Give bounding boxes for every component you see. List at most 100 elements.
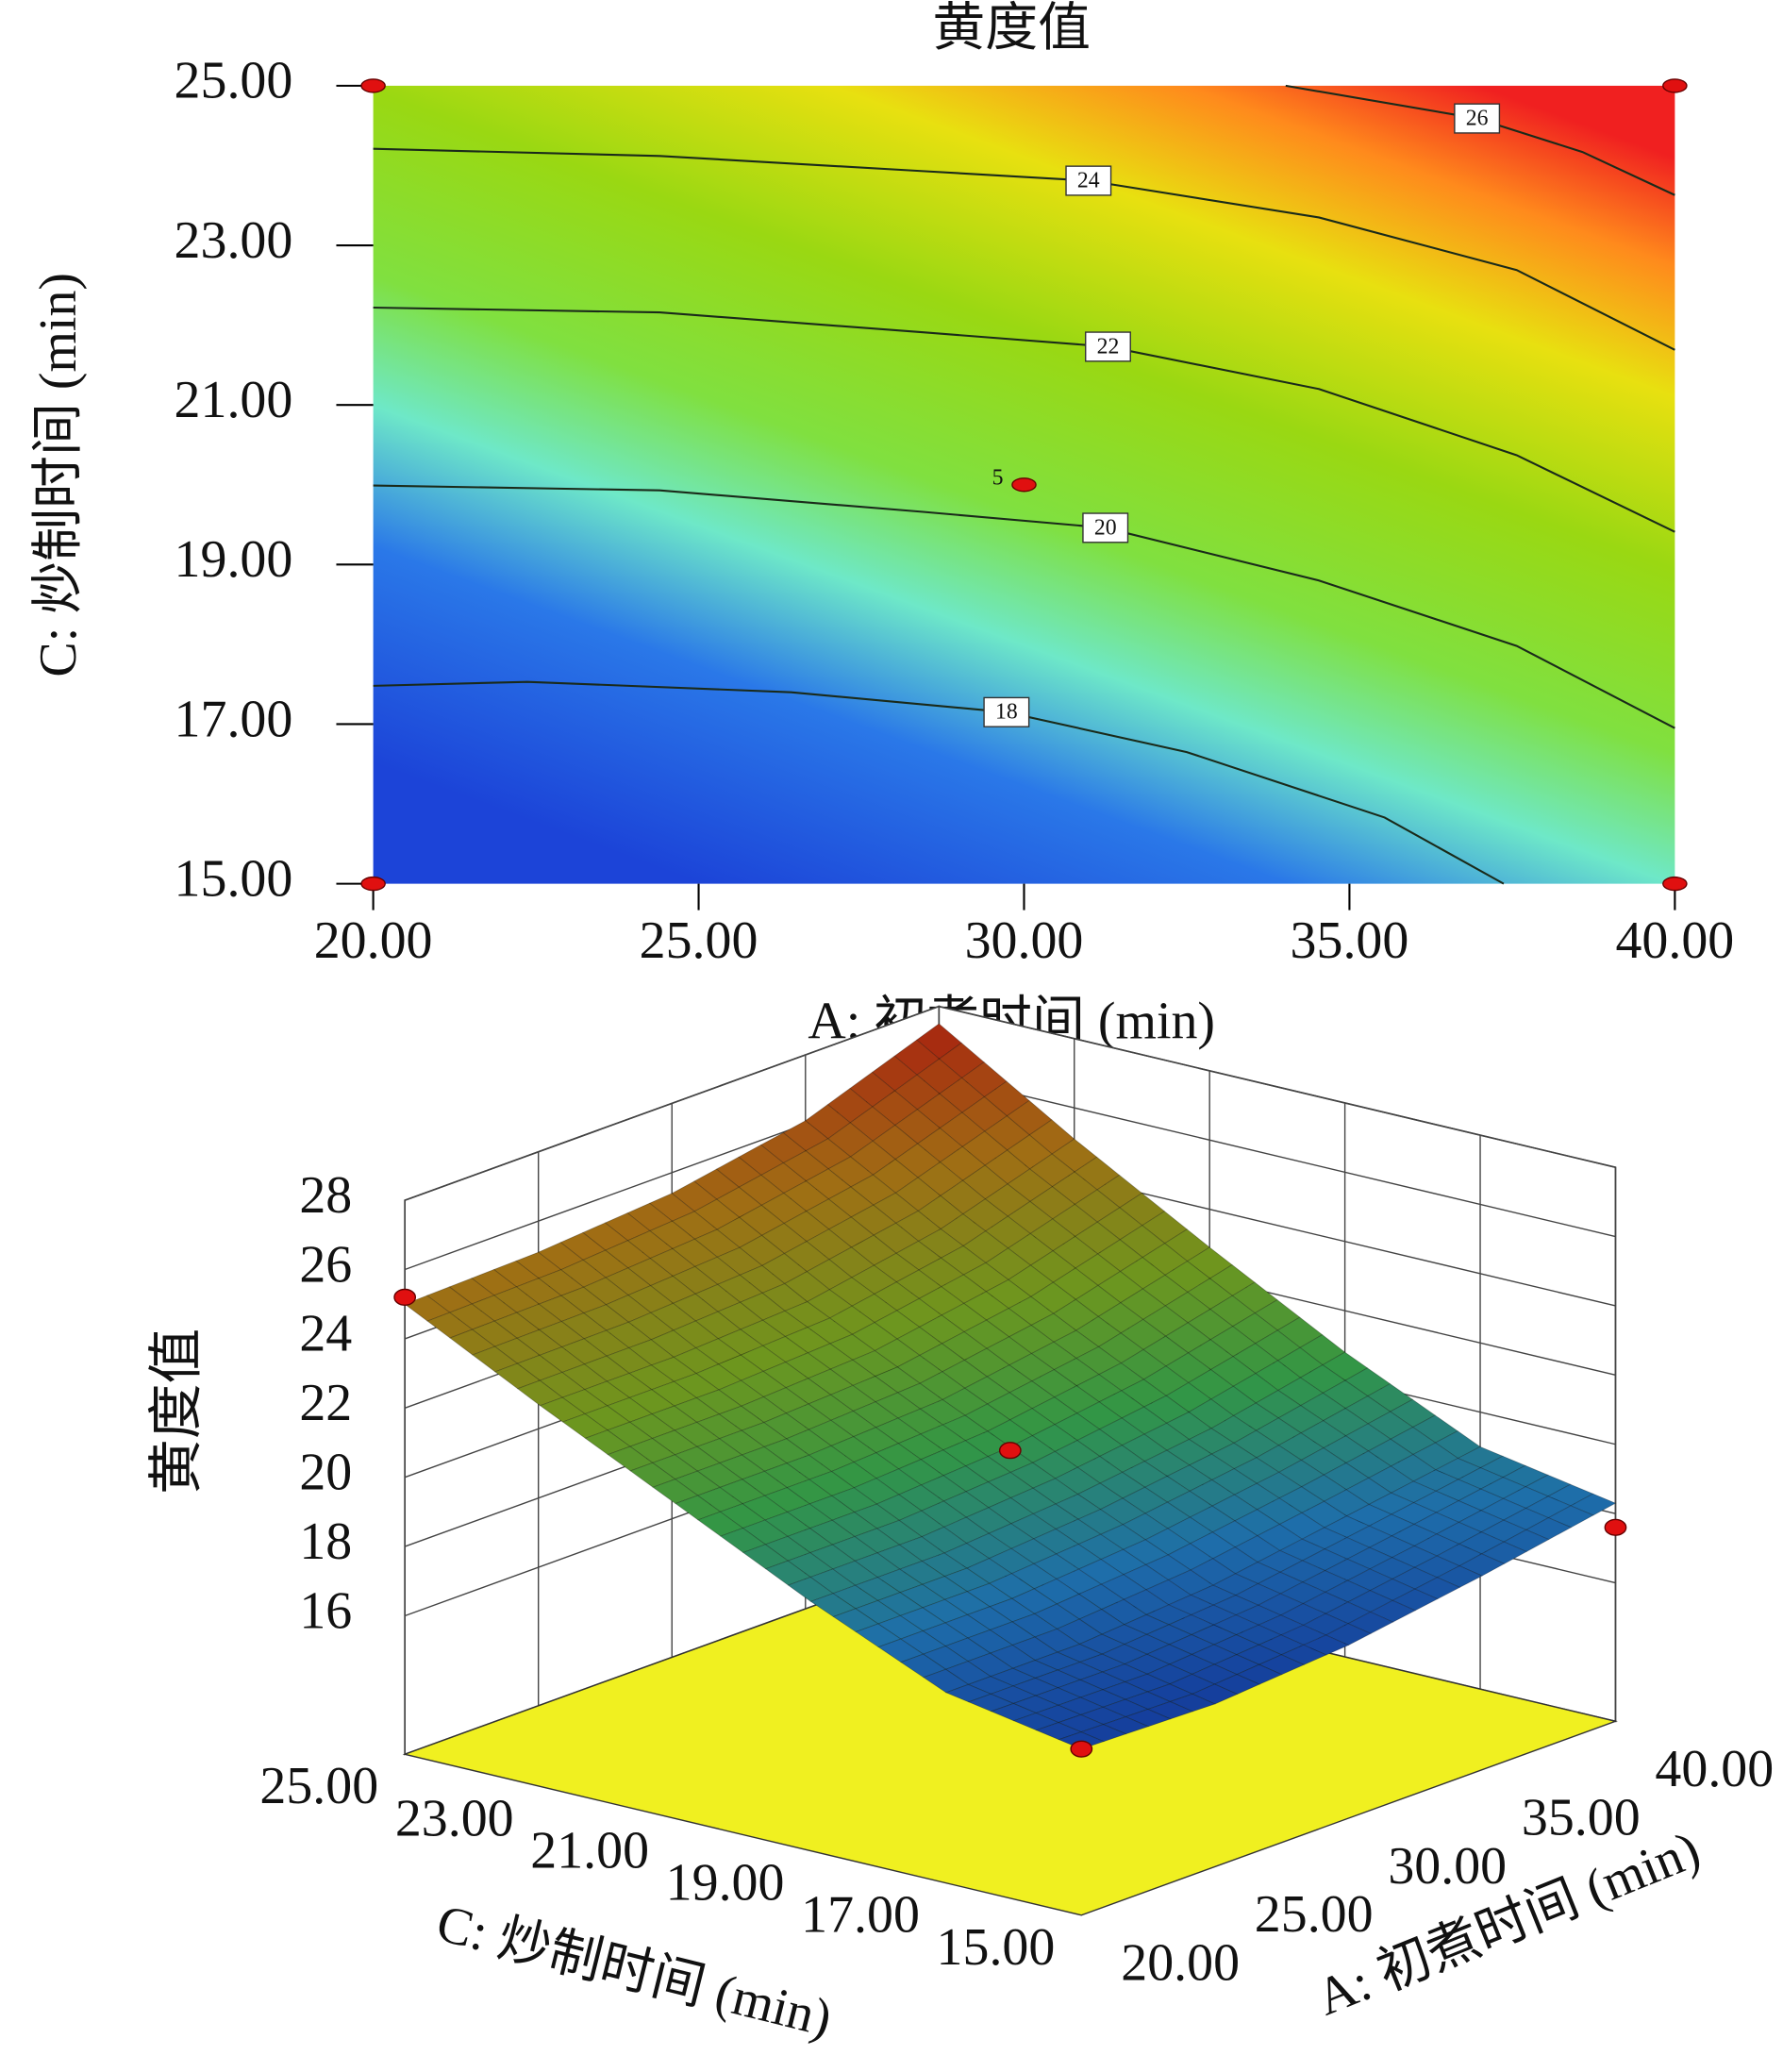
surface-patch	[1030, 1281, 1077, 1314]
surface-patch	[1034, 1651, 1081, 1671]
surface-patch	[697, 1511, 744, 1537]
surface-patch	[1077, 1583, 1125, 1611]
z-tick-label: 18	[299, 1512, 352, 1571]
y-tick-label: 21.00	[530, 1821, 649, 1880]
design-point	[1070, 1740, 1093, 1758]
surface-patch	[471, 1295, 518, 1322]
surface-patch	[854, 1552, 901, 1579]
surface-patch	[923, 1668, 970, 1694]
surface-patch	[1141, 1211, 1188, 1245]
surface-patch	[1032, 1529, 1080, 1555]
contour-label: 24	[1077, 168, 1100, 192]
surface-patch	[1234, 1562, 1282, 1584]
surface-patch	[1124, 1653, 1171, 1675]
surface-patch	[922, 1646, 970, 1670]
surface-patch	[875, 1519, 923, 1546]
surface-patch	[854, 1528, 901, 1554]
surface-patch	[786, 1479, 833, 1505]
design-point	[360, 78, 386, 93]
surface-patch	[561, 1412, 608, 1439]
surface-patch	[1144, 1554, 1191, 1580]
surface-patch	[1257, 1593, 1305, 1616]
surface-patch	[1100, 1574, 1147, 1600]
surface-patch	[1234, 1582, 1282, 1606]
surface-patch	[650, 1380, 698, 1407]
surface-patch	[1007, 1232, 1054, 1266]
surface-patch	[809, 1568, 857, 1595]
surface-patch	[626, 1202, 674, 1232]
surface-patch	[628, 1364, 675, 1391]
surface-patch	[718, 1405, 765, 1431]
surface-patch	[538, 1269, 585, 1296]
surface-patch	[1190, 1604, 1238, 1626]
contour-label-box	[983, 696, 1030, 727]
surface-patch	[1324, 1558, 1371, 1581]
surface-patch	[696, 1486, 743, 1512]
x-tick-label: 20.00	[314, 911, 433, 970]
surface-patch	[1257, 1549, 1304, 1573]
x-tick-label: 30.00	[965, 911, 1084, 970]
surface-patch	[898, 1536, 945, 1562]
surface-patch	[943, 1591, 991, 1615]
surface-patch	[1169, 1693, 1216, 1713]
surface-patch	[988, 1573, 1036, 1599]
surface	[404, 1023, 1617, 1750]
surface-patch	[1053, 1329, 1100, 1359]
surface-patch	[607, 1445, 654, 1472]
surface-patch	[966, 1582, 1013, 1608]
surface-patch	[900, 1653, 947, 1679]
surface-patch	[742, 1519, 789, 1546]
surface-patch	[1096, 1174, 1143, 1209]
contour-label: 18	[995, 700, 1018, 725]
surface-patch	[739, 1292, 786, 1321]
surface-patch	[584, 1405, 631, 1431]
surface-patch	[719, 1503, 766, 1529]
surface-patch	[1167, 1543, 1214, 1571]
surface-patch	[809, 1593, 857, 1617]
surface-patch	[964, 1456, 1011, 1483]
surface-patch	[694, 1311, 742, 1340]
surface-patch	[1301, 1500, 1348, 1529]
surface-patch	[1146, 1663, 1193, 1685]
surface-patch	[808, 1519, 856, 1546]
surface-patch	[1168, 1614, 1215, 1635]
surface-patch	[808, 1495, 856, 1521]
surface-patch	[1053, 1358, 1100, 1387]
surface-patch	[1055, 1518, 1102, 1546]
surface-patch	[1301, 1548, 1349, 1572]
surface-patch	[673, 1397, 721, 1423]
surface-patch	[1257, 1571, 1304, 1595]
y-tick-label: 15.00	[175, 849, 293, 908]
surface-patch	[1258, 1654, 1306, 1676]
surface-patch	[1324, 1579, 1372, 1603]
surface-patch	[561, 1363, 608, 1391]
surface-patch	[1190, 1624, 1238, 1646]
x-tick-label: 40.00	[1655, 1740, 1774, 1798]
chart-title: 黄度值	[932, 0, 1091, 58]
surface-patch	[942, 1516, 991, 1545]
design-point	[998, 1442, 1022, 1460]
surface-patch	[539, 1371, 586, 1398]
surface-patch	[989, 1621, 1036, 1646]
surface-patch	[898, 1561, 946, 1585]
surface-patch	[808, 1544, 857, 1570]
surface-patch	[1078, 1633, 1125, 1655]
surface-patch	[1101, 1644, 1148, 1665]
surface-patch	[918, 1286, 965, 1316]
surface-patch	[717, 1301, 764, 1330]
surface-patch	[1254, 1299, 1301, 1331]
surface-patch	[1123, 1563, 1170, 1591]
surface-patch	[830, 1487, 878, 1513]
surface-patch	[786, 1503, 833, 1529]
contour-label-box	[1085, 331, 1131, 362]
surface-patch	[855, 1599, 902, 1625]
surface-patch	[943, 1567, 991, 1593]
surface-patch	[1010, 1538, 1058, 1564]
design-point	[1011, 477, 1037, 493]
surface-patch	[606, 1396, 654, 1423]
design-point	[393, 1288, 417, 1306]
surface-patch	[896, 1326, 943, 1356]
surface-patch	[1145, 1624, 1193, 1646]
x-tick-label: 25.00	[1255, 1885, 1374, 1944]
surface-patch	[1279, 1581, 1326, 1605]
